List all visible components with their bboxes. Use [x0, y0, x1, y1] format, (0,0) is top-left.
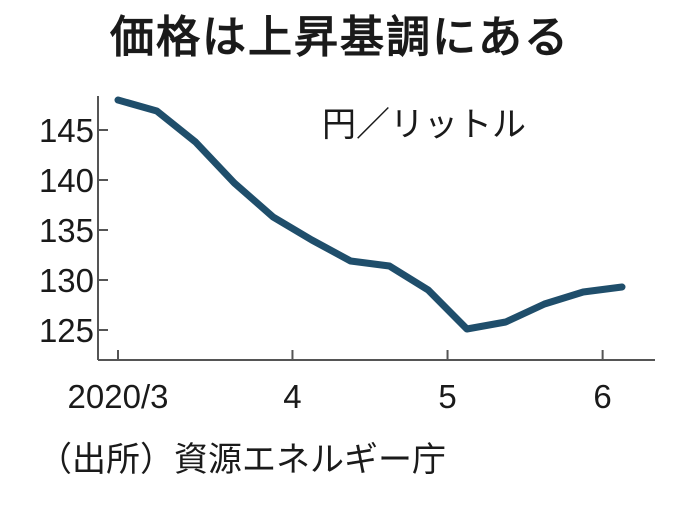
x-tick-label: 2020/3 — [68, 378, 169, 415]
chart-title: 価格は上昇基調にある — [110, 12, 570, 63]
y-tick-label: 140 — [39, 162, 94, 199]
series-line — [114, 96, 626, 333]
y-tick-label: 145 — [39, 112, 94, 149]
x-tick-label: 5 — [438, 378, 456, 415]
x-tick-label: 4 — [283, 378, 301, 415]
y-tick-label: 135 — [39, 212, 94, 249]
unit-label: 円／リットル — [322, 105, 526, 145]
source-note: （出所）資源エネルギー庁 — [38, 440, 446, 480]
y-tick-label: 125 — [39, 312, 94, 349]
x-tick-label: 6 — [593, 378, 611, 415]
y-tick-label: 130 — [39, 262, 94, 299]
